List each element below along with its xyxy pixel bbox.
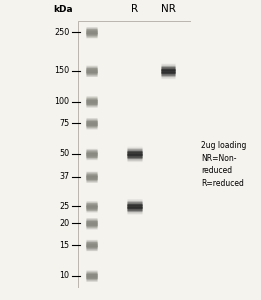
Text: 2ug loading
NR=Non-
reduced
R=reduced: 2ug loading NR=Non- reduced R=reduced — [201, 141, 246, 188]
Text: 25: 25 — [59, 202, 69, 211]
Text: 100: 100 — [54, 97, 69, 106]
Text: 37: 37 — [59, 172, 69, 181]
Text: R: R — [131, 4, 138, 14]
Text: 15: 15 — [59, 241, 69, 250]
Text: 10: 10 — [59, 271, 69, 280]
Text: 50: 50 — [59, 149, 69, 158]
Text: kDa: kDa — [53, 4, 73, 14]
Text: 250: 250 — [54, 28, 69, 37]
Text: 20: 20 — [59, 219, 69, 228]
Text: 150: 150 — [54, 66, 69, 75]
Text: NR: NR — [161, 4, 175, 14]
Text: 75: 75 — [59, 119, 69, 128]
